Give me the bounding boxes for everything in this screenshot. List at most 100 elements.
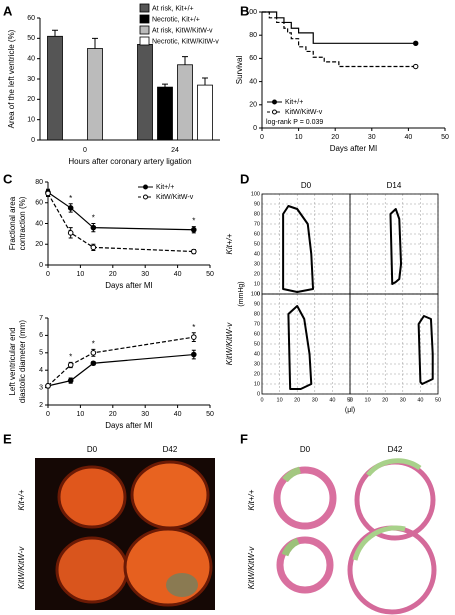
- x-tick-label: 0: [46, 271, 50, 278]
- y-tick-label: 2: [39, 402, 43, 409]
- end-marker: [413, 63, 419, 70]
- x-tick-label: 0: [260, 397, 263, 403]
- x-tick-label: 50: [206, 411, 214, 418]
- point: [90, 224, 97, 231]
- x-tick-label: 0: [46, 411, 50, 418]
- y-tick-label: 0: [257, 391, 260, 397]
- y-tick-label: 7: [39, 315, 43, 322]
- y-tick-label: 80: [254, 211, 260, 217]
- x-tick-label: 40: [174, 271, 182, 278]
- y-tick-label: 0: [31, 137, 35, 144]
- significance: *: [92, 339, 95, 348]
- error-bar: [202, 77, 208, 86]
- point: [45, 383, 51, 389]
- x-tick-label: 20: [109, 271, 117, 278]
- line: [47, 193, 194, 253]
- row-label: Kit+/+: [247, 489, 256, 510]
- panel-letter: A: [3, 3, 13, 18]
- y-tick-label: 20: [35, 241, 43, 248]
- pv-loop: [282, 205, 315, 293]
- point: [191, 226, 197, 233]
- y-tick-label: 50: [254, 241, 260, 247]
- y-tick-label: 90: [254, 301, 260, 307]
- y-tick-label: 60: [35, 200, 43, 207]
- y-tick-label: 60: [249, 55, 257, 62]
- significance: *: [69, 194, 72, 203]
- point: [45, 190, 51, 197]
- bar: [137, 44, 153, 141]
- y-tick-label: 40: [35, 220, 43, 227]
- x-tick-label: 20: [331, 134, 339, 141]
- y-tick-label: 6: [39, 332, 43, 339]
- legend-swatch: [139, 14, 150, 24]
- line: [47, 191, 194, 231]
- significance: *: [192, 217, 195, 226]
- line: [47, 336, 194, 387]
- legend-label: Necrotic, Kit+/+: [152, 16, 200, 23]
- y-tick-label: 40: [249, 78, 257, 85]
- pv-loop: [389, 208, 403, 285]
- y-axis-title: Left ventricular end: [8, 327, 17, 395]
- survival-curve: [262, 11, 416, 68]
- panel-letter: D: [240, 171, 249, 186]
- column-header: D42: [163, 445, 178, 454]
- point: [67, 377, 74, 384]
- x-tick-label: 20: [294, 397, 300, 403]
- y-tick-label: 10: [27, 117, 35, 124]
- x-tick-label: 30: [141, 271, 149, 278]
- panel-letter: B: [240, 3, 249, 18]
- heart-photos: [55, 460, 213, 607]
- y-tick-label: 60: [254, 331, 260, 337]
- y-tick-label: 50: [27, 35, 35, 42]
- error-bar: [52, 29, 58, 37]
- y-axis-title: Area of the left ventricle (%): [7, 29, 16, 128]
- y-tick-label: 90: [254, 201, 260, 207]
- legend-label: KitW/KitW-v: [156, 194, 194, 201]
- survival-curve: [262, 11, 416, 44]
- bar: [157, 86, 173, 141]
- y-tick-label: 70: [254, 321, 260, 327]
- y-tick-label: 40: [27, 56, 35, 63]
- panel-letter: E: [3, 431, 12, 446]
- column-header: D14: [387, 181, 402, 190]
- row-label: KitW/KitW-v: [247, 546, 256, 590]
- significance: *: [92, 214, 95, 223]
- row-label: KitW/KitW-v: [225, 322, 234, 366]
- heart-sections: [273, 458, 437, 615]
- y-tick-label: 40: [254, 251, 260, 257]
- y-tick-label: 3: [39, 384, 43, 391]
- x-axis-title: (μl): [345, 407, 355, 414]
- point: [67, 230, 74, 236]
- panel-letter: C: [3, 171, 13, 186]
- y-axis-title: Fractional area: [8, 196, 17, 250]
- column-header: D42: [388, 445, 403, 454]
- row-label: KitW/KitW-v: [17, 546, 26, 590]
- y-axis-title: Survival: [235, 56, 244, 85]
- y-tick-label: 20: [254, 271, 260, 277]
- legend-swatch: [139, 25, 150, 35]
- y-axis-title: contraction (%): [18, 196, 27, 250]
- x-axis-title: Days after MI: [105, 281, 153, 290]
- y-tick-label: 20: [254, 371, 260, 377]
- legend-marker: [143, 194, 148, 200]
- y-tick-label: 50: [254, 341, 260, 347]
- annotation: log-rank P = 0.039: [266, 119, 323, 126]
- x-tick-label: 10: [77, 411, 85, 418]
- point: [90, 350, 97, 356]
- x-axis-title: Days after MI: [330, 144, 378, 153]
- y-tick-label: 80: [35, 179, 43, 186]
- legend-marker: [272, 99, 277, 105]
- x-tick-label: 0: [260, 134, 264, 141]
- error-bar: [182, 56, 188, 65]
- column-header: D0: [300, 445, 311, 454]
- significance: *: [69, 352, 72, 361]
- y-tick-label: 10: [254, 381, 260, 387]
- x-tick-label: 40: [329, 397, 335, 403]
- x-tick-label: 30: [368, 134, 376, 141]
- x-tick-label: 20: [109, 411, 117, 418]
- y-tick-label: 60: [27, 15, 35, 22]
- pv-loop: [287, 305, 313, 390]
- row-label: Kit+/+: [17, 489, 26, 510]
- y-tick-label: 10: [254, 281, 260, 287]
- y-tick-label: 100: [251, 191, 260, 197]
